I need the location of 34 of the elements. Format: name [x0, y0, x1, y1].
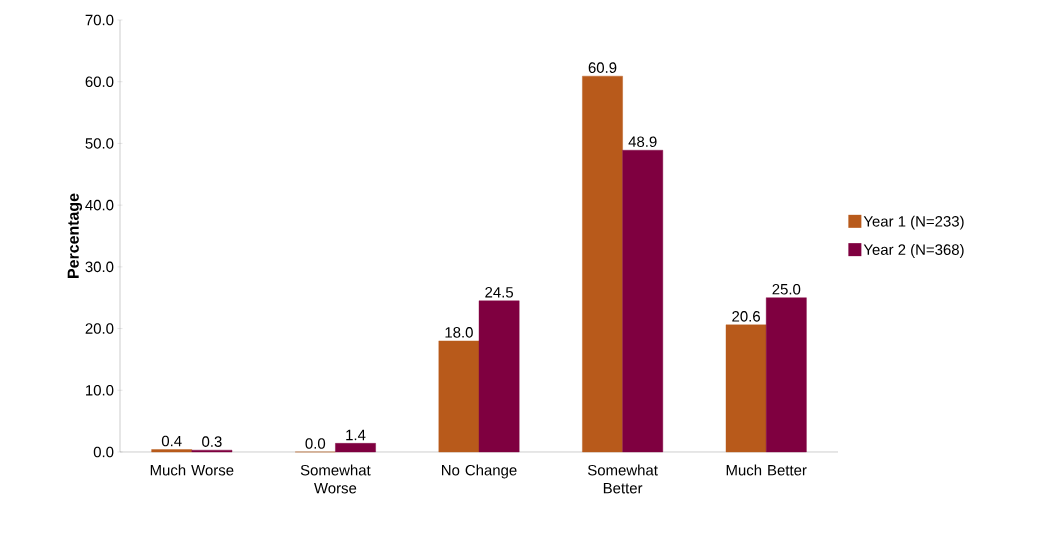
y-tick-label: 70.0: [85, 14, 114, 26]
bar: [151, 449, 193, 453]
x-tick-label: Much Better: [726, 464, 807, 476]
data-label: 25.0: [772, 283, 801, 295]
x-tick-label: No Change: [442, 464, 517, 479]
bar: [438, 340, 480, 453]
y-tick-label: 50.0: [85, 138, 114, 149]
data-label: 24.5: [485, 287, 514, 298]
data-label: 0.4: [161, 435, 182, 447]
data-label: 20.6: [732, 311, 760, 322]
data-label: 1.4: [346, 429, 366, 441]
bar: [766, 297, 807, 453]
data-label: 0.0: [305, 438, 326, 449]
data-label: 48.9: [628, 136, 657, 147]
y-tick-label: 0.0: [93, 446, 114, 458]
data-label: 60.9: [588, 62, 617, 73]
data-label: 18.0: [445, 327, 473, 338]
y-tick-label: 20.0: [85, 323, 114, 334]
legend-label: Year 1 (N=233): [863, 215, 964, 230]
bar: [582, 75, 623, 453]
y-tick-label: 10.0: [86, 384, 114, 396]
y-tick-label: 30.0: [85, 261, 114, 273]
bar: [622, 150, 664, 453]
y-tick-label: 40.0: [85, 199, 114, 211]
bar: [725, 324, 767, 453]
x-tick-label: Somewhat Better: [587, 464, 658, 494]
y-axis-title: Percentage: [67, 193, 83, 278]
x-tick-label: Much Worse: [150, 464, 234, 476]
x-tick-label: Somewhat Worse: [300, 464, 371, 494]
bar: [335, 443, 376, 453]
y-tick-label: 60.0: [85, 76, 114, 87]
legend-label: Year 2 (N=368): [863, 243, 964, 258]
data-label: 0.3: [202, 436, 222, 447]
bar: [478, 300, 520, 453]
